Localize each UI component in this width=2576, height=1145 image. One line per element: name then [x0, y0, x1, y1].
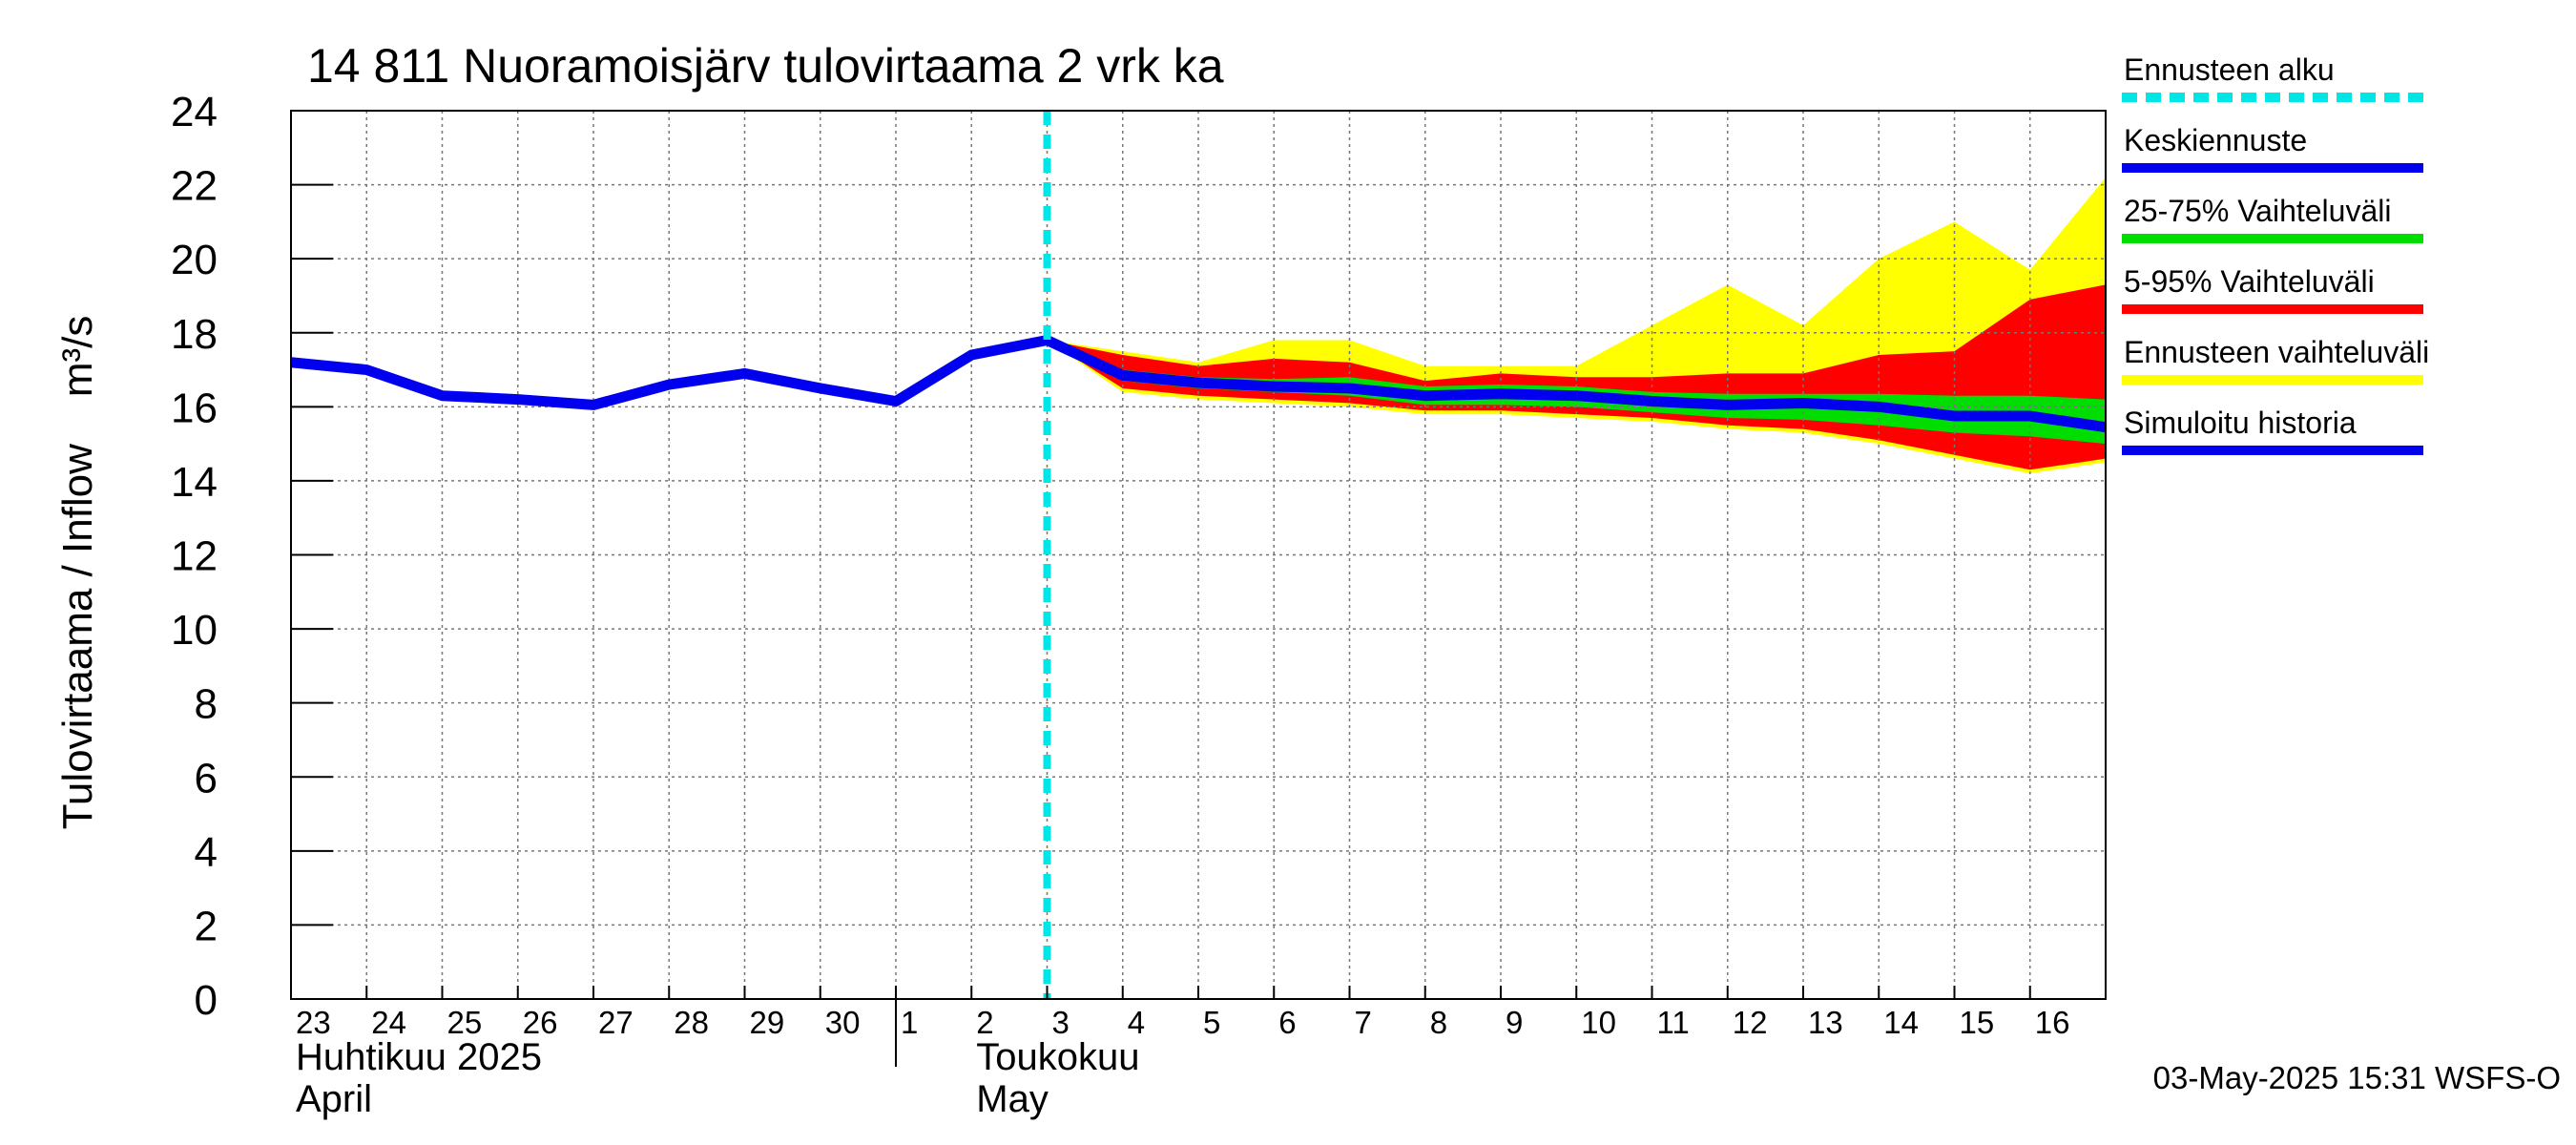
- legend-label: 25-75% Vaihteluväli: [2124, 194, 2391, 228]
- band-5-95-vaihteluv-li: [1047, 284, 2106, 470]
- y-tick-label: 10: [171, 607, 218, 654]
- x-tick-label: 1: [901, 1005, 918, 1040]
- legend-label: Ennusteen alku: [2124, 52, 2335, 87]
- legend-label: Keskiennuste: [2124, 123, 2307, 157]
- x-tick-label: 8: [1430, 1005, 1447, 1040]
- x-tick-label: 23: [296, 1005, 331, 1040]
- y-tick-label: 0: [195, 977, 218, 1024]
- x-tick-label: 9: [1506, 1005, 1523, 1040]
- x-tick-label: 12: [1733, 1005, 1768, 1040]
- month-label: Huhtikuu 2025: [296, 1036, 542, 1078]
- x-tick-label: 15: [1960, 1005, 1995, 1040]
- legend-label: Ennusteen vaihteluväli: [2124, 335, 2429, 369]
- legend-label: Simuloitu historia: [2124, 406, 2357, 440]
- simulated-history-line: [290, 335, 1049, 410]
- y-tick-label: 12: [171, 533, 218, 580]
- x-tick-label: 7: [1355, 1005, 1372, 1040]
- x-tick-label: 28: [674, 1005, 709, 1040]
- series-lines: [290, 111, 2107, 999]
- chart-title: 14 811 Nuoramoisjärv tulovirtaama 2 vrk …: [307, 39, 1224, 93]
- x-tick-label: 11: [1657, 1005, 1690, 1040]
- axes: [290, 110, 2107, 1067]
- y-tick-label: 4: [195, 829, 218, 876]
- x-tick-label: 16: [2035, 1005, 2070, 1040]
- month-label-english: May: [976, 1078, 1049, 1120]
- x-tick-label: 26: [523, 1005, 558, 1040]
- x-tick-label: 30: [825, 1005, 861, 1040]
- x-tick-labels: 23 24 25 26 27 28 29 30 1 2 3 4 5 6 7 8 9 10 11 12 13 14 15 16: [296, 1005, 2069, 1040]
- y-tick-label: 24: [171, 89, 218, 135]
- x-tick-label: 27: [598, 1005, 634, 1040]
- x-tick-label: 2: [976, 1005, 993, 1040]
- y-tick-label: 14: [171, 459, 218, 506]
- x-tick-label: 6: [1278, 1005, 1296, 1040]
- x-tick-label: 24: [371, 1005, 406, 1040]
- mean-forecast-line: [1045, 335, 2107, 433]
- y-tick-label: 2: [195, 903, 218, 949]
- x-tick-label: 29: [750, 1005, 785, 1040]
- grid-lines: [291, 111, 2106, 999]
- x-tick-label: 4: [1128, 1005, 1145, 1040]
- legend-label: 5-95% Vaihteluväli: [2124, 264, 2375, 299]
- y-tick-label: 16: [171, 385, 218, 431]
- y-tick-label: 18: [171, 311, 218, 358]
- x-tick-label: 25: [447, 1005, 483, 1040]
- y-tick-label: 8: [195, 681, 218, 728]
- legend: Ennusteen alku Keskiennuste 25-75% Vaihtel…: [2122, 52, 2429, 455]
- month-label-english: April: [296, 1078, 372, 1120]
- y-tick-label: 6: [195, 755, 218, 802]
- x-tick-label: 14: [1883, 1005, 1919, 1040]
- month-label: Toukokuu: [976, 1036, 1139, 1078]
- x-tick-label: 10: [1581, 1005, 1616, 1040]
- y-tick-label: 20: [171, 237, 218, 283]
- y-axis-label: Tulovirtaama / Inflow m³/s: [54, 316, 101, 830]
- x-tick-label: 3: [1052, 1005, 1070, 1040]
- y-tick-label: 22: [171, 163, 218, 210]
- footer-timestamp: 03-May-2025 15:31 WSFS-O: [2153, 1060, 2561, 1095]
- x-tick-label: 13: [1808, 1005, 1843, 1040]
- x-tick-label: 5: [1203, 1005, 1220, 1040]
